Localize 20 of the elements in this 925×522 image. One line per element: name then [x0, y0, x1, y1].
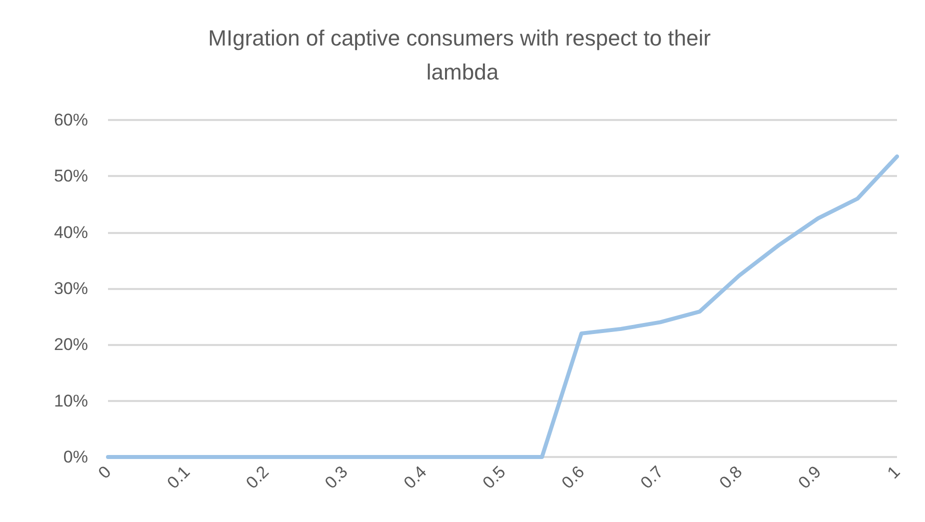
x-tick-label: 0.9: [794, 462, 825, 492]
y-tick-label: 50%: [54, 166, 88, 186]
x-tick-label: 0.2: [242, 462, 273, 492]
x-tick-label: 0.6: [558, 462, 588, 492]
x-tick-label: 0.1: [163, 462, 194, 492]
x-tick-label: 0.5: [479, 462, 510, 492]
x-tick-label: 0.4: [400, 462, 430, 492]
x-tick-label: 0.8: [716, 462, 746, 492]
y-tick-label: 0%: [63, 448, 88, 466]
chart-title: MIgration of captive consumers with respect to their lambda: [208, 26, 717, 84]
x-tick-label: 0.3: [321, 462, 352, 492]
y-tick-label: 30%: [54, 279, 88, 298]
x-tick-label: 0: [94, 462, 115, 482]
line-series: [106, 154, 899, 459]
x-tick-label: 0.7: [636, 462, 668, 492]
y-tick-label: 40%: [54, 222, 88, 242]
y-tick-label: 60%: [54, 110, 88, 130]
y-tick-label: 20%: [54, 335, 88, 354]
x-tick-label: 1: [884, 462, 904, 482]
y-tick-label: 10%: [54, 391, 88, 410]
